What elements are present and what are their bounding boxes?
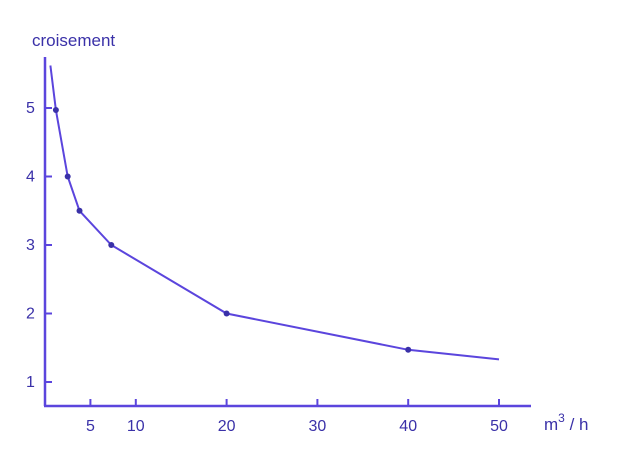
data-point xyxy=(76,207,83,214)
y-axis-label: croisement xyxy=(32,31,115,50)
x-tick-label: 20 xyxy=(218,418,236,435)
y-tick-label: 2 xyxy=(26,306,35,323)
x-axis-label-base: m xyxy=(544,415,558,434)
y-tick-label: 3 xyxy=(26,237,35,254)
x-tick-label: 30 xyxy=(309,418,327,435)
series-group xyxy=(49,65,500,361)
x-axis-label-rest: / h xyxy=(565,415,589,434)
x-tick-label: 50 xyxy=(490,418,508,435)
y-tick-label: 1 xyxy=(26,374,35,391)
x-axis-label-sup: 3 xyxy=(558,411,565,425)
x-axis-label: m3 / h xyxy=(544,411,588,434)
series-line xyxy=(49,65,500,361)
data-point xyxy=(108,242,115,248)
data-point xyxy=(64,173,71,180)
data-point xyxy=(405,346,412,353)
y-ticks: 1 2 3 4 5 xyxy=(26,100,52,391)
x-tick-label: 10 xyxy=(127,418,145,435)
data-point xyxy=(223,310,230,317)
x-tick-label: 40 xyxy=(399,418,417,435)
data-point xyxy=(52,107,59,114)
x-tick-label: 5 xyxy=(86,418,95,435)
y-tick-label: 5 xyxy=(26,100,35,117)
x-ticks: 5 10 20 30 40 50 xyxy=(86,399,508,435)
y-tick-label: 4 xyxy=(26,169,35,186)
